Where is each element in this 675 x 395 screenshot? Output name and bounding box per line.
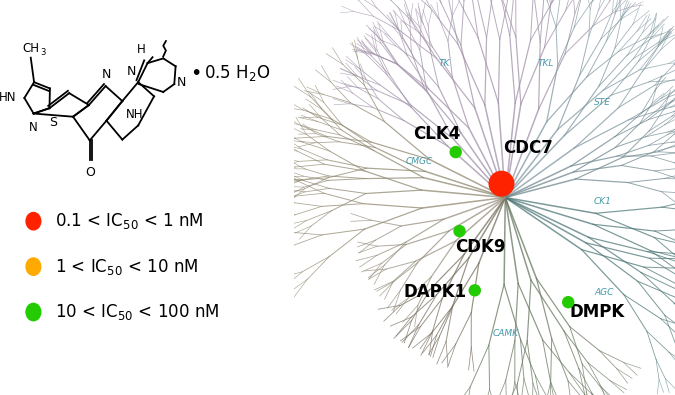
Circle shape <box>26 258 40 275</box>
Text: AGC: AGC <box>595 288 614 297</box>
Text: S: S <box>49 116 57 129</box>
Text: TKL: TKL <box>537 59 554 68</box>
Text: N: N <box>177 75 186 88</box>
Point <box>563 299 574 305</box>
Text: CDK9: CDK9 <box>455 238 506 256</box>
Text: STE: STE <box>594 98 611 107</box>
Text: CH: CH <box>22 42 39 55</box>
Text: CAMK: CAMK <box>492 329 518 338</box>
Text: N: N <box>127 65 136 78</box>
Text: 1 < IC$_{50}$ < 10 nM: 1 < IC$_{50}$ < 10 nM <box>55 257 198 276</box>
Text: HN: HN <box>0 92 16 104</box>
Text: O: O <box>85 166 94 179</box>
Text: TK: TK <box>439 59 450 68</box>
Text: •: • <box>190 64 201 83</box>
Point <box>450 149 461 155</box>
Text: CLK4: CLK4 <box>413 125 460 143</box>
Text: CMGC: CMGC <box>406 158 433 166</box>
Text: NH: NH <box>126 108 143 121</box>
Text: H: H <box>137 43 146 56</box>
Text: 10 < IC$_{50}$ < 100 nM: 10 < IC$_{50}$ < 100 nM <box>55 302 219 322</box>
Text: DMPK: DMPK <box>569 303 624 321</box>
Text: 0.1 < IC$_{50}$ < 1 nM: 0.1 < IC$_{50}$ < 1 nM <box>55 211 204 231</box>
Text: DAPK1: DAPK1 <box>403 283 466 301</box>
Circle shape <box>26 213 40 230</box>
Text: 3: 3 <box>40 48 45 57</box>
Text: N: N <box>102 68 111 81</box>
Point <box>454 228 465 234</box>
Text: CK1: CK1 <box>593 197 612 206</box>
Text: CDC7: CDC7 <box>504 139 553 157</box>
Point <box>469 287 480 293</box>
Point <box>496 181 507 187</box>
Text: 0.5 H$_2$O: 0.5 H$_2$O <box>204 63 270 83</box>
Circle shape <box>26 303 40 321</box>
Text: N: N <box>29 120 38 134</box>
